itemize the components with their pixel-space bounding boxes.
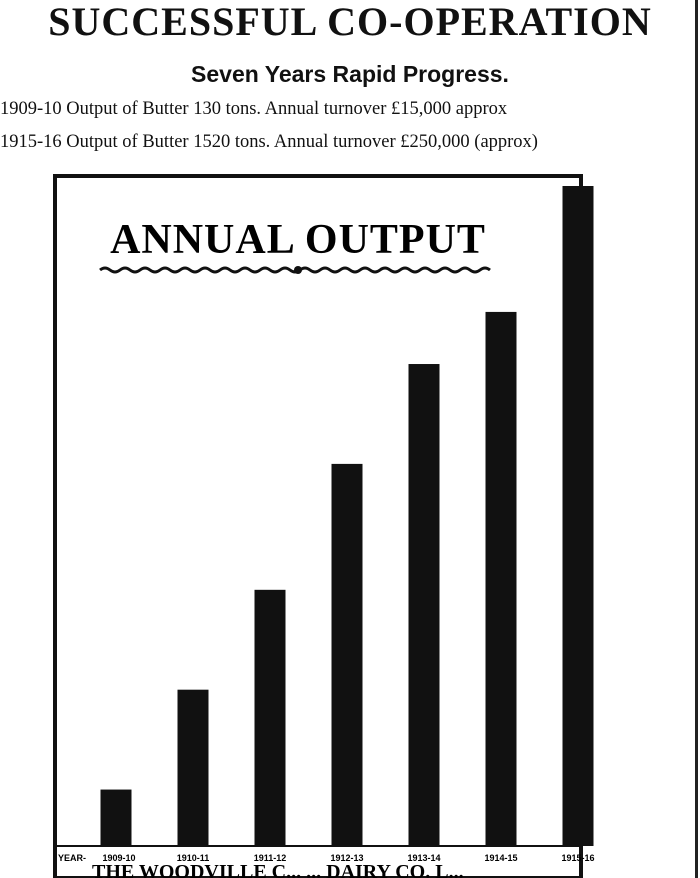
bar-1909-10: [100, 789, 132, 846]
bar-1912-13: [331, 463, 363, 846]
tick-label-1910-11: 1910-11: [177, 853, 210, 863]
bar-1911-12: [254, 589, 286, 846]
bars-group: [100, 186, 594, 847]
subheadline: Seven Years Rapid Progress.: [191, 61, 509, 87]
tick-labels-group: 1909-10 1910-11 1911-12 1912-13 1913-14 1914-…: [102, 853, 594, 863]
column-rule: [695, 0, 698, 878]
axis-prefix: YEAR-: [58, 853, 86, 863]
stat-line-1909: 1909-10 Output of Butter 130 tons. Annua…: [0, 99, 508, 119]
tick-label-1913-14: 1913-14: [407, 853, 440, 863]
chart-title: ANNUAL OUTPUT: [110, 217, 486, 263]
chart-footer: THE WOODVILLE C... ... DAIRY CO. L...: [92, 861, 464, 878]
title-flourish-center: [294, 266, 302, 274]
bar-1915-16: [562, 186, 594, 846]
bar-1910-11: [177, 689, 209, 846]
tick-label-1914-15: 1914-15: [484, 853, 517, 863]
headline: SUCCESSFUL CO-OPERATION: [48, 0, 652, 44]
tick-label-1911-12: 1911-12: [254, 853, 287, 863]
bar-1913-14: [408, 364, 440, 846]
tick-label-1909-10: 1909-10: [102, 853, 135, 863]
tick-label-1912-13: 1912-13: [330, 853, 363, 863]
tick-label-1915-16: 1915-16: [561, 853, 594, 863]
bar-1914-15: [485, 311, 517, 847]
stat-line-1915: 1915-16 Output of Butter 1520 tons. Annu…: [0, 132, 538, 152]
